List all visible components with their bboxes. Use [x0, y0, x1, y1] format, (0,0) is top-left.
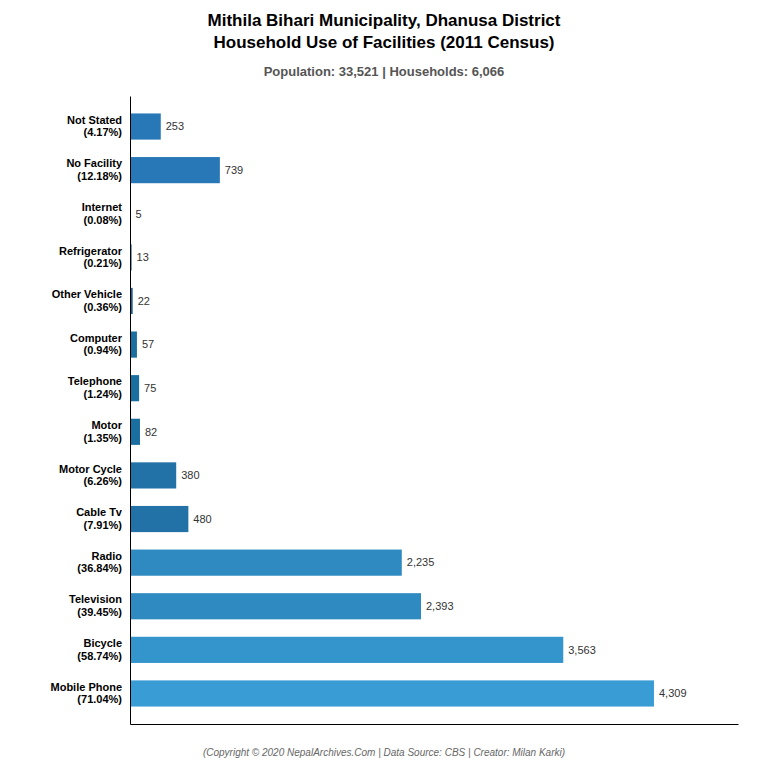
data-label: 480 [193, 513, 211, 525]
y-tick-label-line: (39.45%) [77, 606, 122, 618]
y-tick-label: Computer(0.94%) [70, 332, 123, 357]
subtitle: Population: 33,521 | Households: 6,066 [264, 64, 505, 79]
bar [130, 462, 176, 488]
y-tick-label-line: (0.08%) [83, 214, 122, 226]
y-tick-label-line: (0.94%) [83, 344, 122, 356]
chart: Mithila Bihari Municipality, Dhanusa Dis… [0, 0, 768, 768]
bar [130, 550, 402, 576]
y-tick-label: Telephone(1.24%) [68, 375, 123, 400]
bar [130, 419, 140, 445]
y-tick: Internet(0.08%) [82, 201, 130, 226]
data-label: 5 [136, 208, 142, 220]
data-label: 57 [142, 338, 154, 350]
y-tick: Radio(36.84%) [77, 550, 130, 575]
y-tick-label: Radio(36.84%) [77, 550, 122, 575]
data-label: 75 [144, 382, 156, 394]
y-tick-label: Internet(0.08%) [82, 201, 123, 226]
bar [130, 113, 161, 139]
y-tick-label: Motor(1.35%) [83, 419, 122, 444]
y-tick-label-line: Radio [91, 550, 122, 562]
y-tick-label-line: (1.24%) [83, 388, 122, 400]
y-tick-label-line: (6.26%) [83, 475, 122, 487]
y-tick-label-line: (1.35%) [83, 432, 122, 444]
y-tick: Mobile Phone(71.04%) [51, 681, 131, 706]
bar [130, 332, 137, 358]
data-label: 13 [137, 251, 149, 263]
y-tick-label: No Facility(12.18%) [66, 157, 123, 182]
y-tick-label-line: (12.18%) [77, 170, 122, 182]
title: Mithila Bihari Municipality, Dhanusa Dis… [208, 11, 561, 30]
y-tick-label-line: Television [69, 593, 122, 605]
data-label: 2,393 [426, 600, 454, 612]
y-tick-label-line: Refrigerator [59, 245, 123, 257]
data-label: 82 [145, 426, 157, 438]
data-label: 3,563 [568, 644, 596, 656]
y-tick-label: Refrigerator(0.21%) [59, 245, 123, 270]
y-axis-line [130, 97, 131, 725]
y-tick: Cable Tv(7.91%) [76, 506, 130, 531]
annotation: (Copyright © 2020 NepalArchives.Com | Da… [203, 747, 565, 758]
x-axis [131, 724, 739, 725]
y-tick-label-line: Motor [91, 419, 122, 431]
y-tick-label: Motor Cycle(6.26%) [59, 463, 122, 488]
y-tick-label-line: Other Vehicle [52, 288, 122, 300]
data-label: 739 [225, 164, 243, 176]
y-tick-label-line: (71.04%) [77, 693, 122, 705]
y-tick: Not Stated(4.17%) [67, 114, 130, 139]
x-axis-line [131, 724, 739, 725]
y-tick: Refrigerator(0.21%) [59, 245, 130, 270]
y-tick-label-line: Bicycle [83, 637, 122, 649]
plot: Not Stated(4.17%) No Facility(12.18%) Inte… [51, 97, 739, 725]
y-tick-label-line: (7.91%) [83, 519, 122, 531]
data-label: 4,309 [659, 687, 687, 699]
bar [130, 506, 188, 532]
y-tick-label-line: (0.36%) [83, 301, 122, 313]
y-tick: Computer(0.94%) [70, 332, 130, 357]
data-label: 253 [166, 120, 184, 132]
y-tick-label: Cable Tv(7.91%) [76, 506, 123, 531]
y-tick-label-line: Not Stated [67, 114, 122, 126]
bar [130, 637, 563, 663]
y-tick: Television(39.45%) [69, 593, 130, 618]
y-tick-label-line: Telephone [68, 375, 122, 387]
y-tick-label-line: No Facility [66, 157, 123, 169]
y-tick-label: Television(39.45%) [69, 593, 122, 618]
bars [130, 113, 654, 706]
y-tick: Motor(1.35%) [83, 419, 130, 444]
y-axis: Not Stated(4.17%) No Facility(12.18%) Inte… [51, 97, 131, 725]
y-tick-label-line: (0.21%) [83, 257, 122, 269]
y-tick: No Facility(12.18%) [66, 157, 130, 182]
y-tick: Other Vehicle(0.36%) [52, 288, 130, 313]
y-tick-label: Other Vehicle(0.36%) [52, 288, 123, 313]
data-label: 2,235 [407, 556, 435, 568]
y-tick-label-line: (36.84%) [77, 562, 122, 574]
y-tick-label-line: (4.17%) [83, 126, 122, 138]
data-labels: 253 739 5 13 22 57 75 82 380 480 2,235 2,393 3,563 4,… [136, 120, 687, 699]
y-tick-label-line: Internet [82, 201, 123, 213]
y-tick-label: Not Stated(4.17%) [67, 114, 122, 139]
bar [130, 680, 654, 706]
y-tick-label-line: (58.74%) [77, 650, 122, 662]
y-tick-label-line: Motor Cycle [59, 463, 122, 475]
bar [130, 375, 139, 401]
y-tick-label: Mobile Phone(71.04%) [51, 681, 123, 706]
y-tick: Bicycle(58.74%) [77, 637, 130, 662]
y-tick-label-line: Computer [70, 332, 123, 344]
bar [130, 593, 421, 619]
y-tick: Motor Cycle(6.26%) [59, 463, 130, 488]
y-tick-label-line: Cable Tv [76, 506, 123, 518]
y-tick: Telephone(1.24%) [68, 375, 130, 400]
title: Household Use of Facilities (2011 Census… [213, 33, 554, 52]
data-label: 22 [138, 295, 150, 307]
data-label: 380 [181, 469, 199, 481]
bar [130, 157, 220, 183]
y-tick-label: Bicycle(58.74%) [77, 637, 122, 662]
y-tick-label-line: Mobile Phone [51, 681, 123, 693]
